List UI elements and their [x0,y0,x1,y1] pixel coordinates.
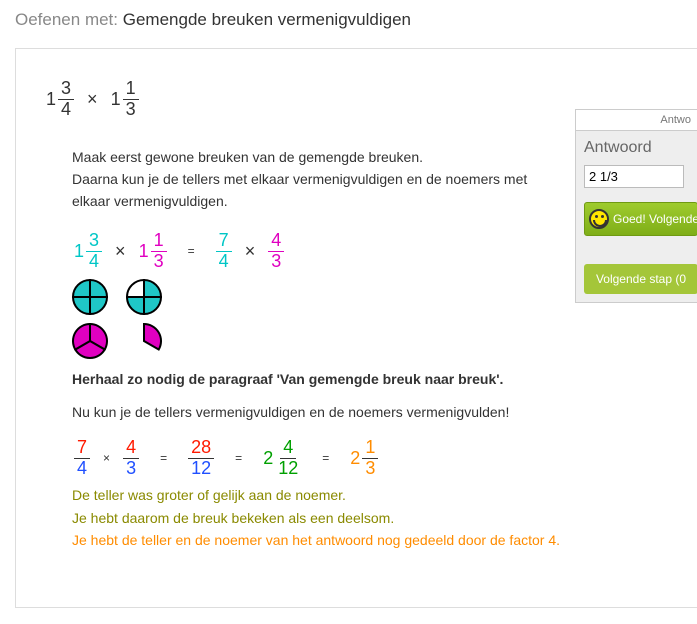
pie-cyan-partial [126,279,162,315]
page-header: Oefenen met: Gemengde breuken vermenigvu… [0,0,697,40]
pie-magenta-full [72,323,108,359]
header-prefix: Oefenen met: [15,10,118,29]
next-step-button[interactable]: Volgende stap (0 [584,264,697,294]
answer-input[interactable] [584,165,684,188]
times-symbol: × [87,89,98,110]
now-text: Nu kun je de tellers vermenigvuldigen en… [72,401,532,423]
mixed-fraction: 1 34 [46,79,74,120]
sidebar-tab[interactable]: Antwo [576,110,697,131]
smiley-icon [589,209,609,229]
step2-expression: 74 × 43 = 2812 = 2412 = 213 [72,438,677,479]
repeat-paragraph: Herhaal zo nodig de paragraaf 'Van gemen… [72,371,677,387]
intro-text: Maak eerst gewone breuken van de gemengd… [72,146,532,213]
pie-row-magenta [72,323,677,359]
good-button[interactable]: Goed! Volgende v [584,202,697,236]
mixed-fraction: 1 13 [111,79,139,120]
sidebar-title: Antwoord [584,139,689,157]
answer-sidebar: Antwo Antwoord Goed! Volgende v Volgende… [575,109,697,303]
olive-line-1: De teller was groter of gelijk aan de no… [72,484,677,506]
orange-line: Je hebt de teller en de noemer van het a… [72,529,677,551]
pie-magenta-partial [126,323,162,359]
exercise-panel: 1 34 × 1 13 Maak eerst gewone breuken va… [15,48,697,608]
header-title: Gemengde breuken vermenigvuldigen [123,10,411,29]
pie-cyan-full [72,279,108,315]
olive-line-2: Je hebt daarom de breuk bekeken als een … [72,507,677,529]
